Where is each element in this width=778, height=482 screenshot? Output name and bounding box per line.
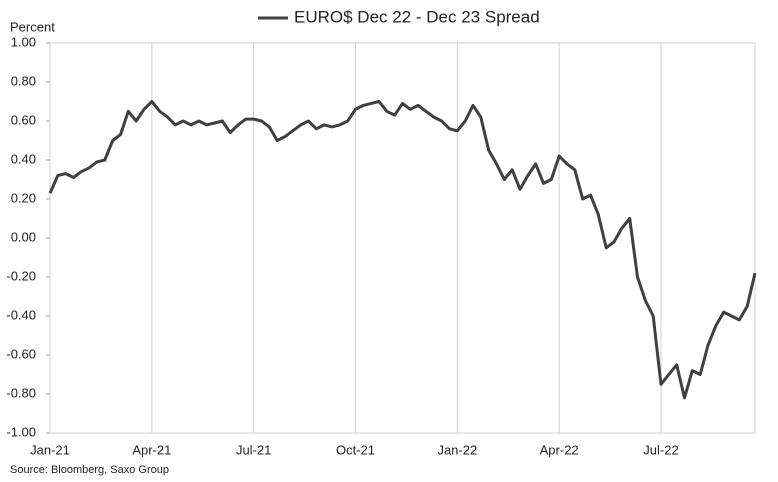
x-tick-label: Jul-21	[236, 442, 271, 457]
data-line	[48, 100, 757, 400]
y-tick-label: -0.60	[6, 346, 36, 361]
y-tick-label: 0.60	[11, 112, 36, 127]
plot-frame	[49, 42, 756, 434]
x-tick-label: Apr-22	[540, 442, 579, 457]
x-tick-label: Oct-21	[336, 442, 375, 457]
x-tick-label: Jan-21	[30, 442, 70, 457]
y-tick-label: 0.00	[11, 229, 36, 244]
y-tick-label: -0.80	[6, 385, 36, 400]
y-tick-label: -1.00	[6, 424, 36, 439]
y-tick-label: 1.00	[11, 34, 36, 49]
y-axis-label: Percent	[10, 19, 55, 34]
y-tick-label: 0.20	[11, 190, 36, 205]
y-tick-label: -0.20	[6, 268, 36, 283]
y-tick-label: 0.80	[11, 73, 36, 88]
source-note: Source: Bloomberg, Saxo Group	[10, 464, 169, 476]
y-tick-label: -0.40	[6, 307, 36, 322]
x-tick-label: Jul-22	[643, 442, 678, 457]
x-tick-label: Jan-22	[437, 442, 477, 457]
legend-label: EURO$ Dec 22 - Dec 23 Spread	[294, 7, 540, 26]
x-tick-label: Apr-21	[132, 442, 171, 457]
y-tick-label: 0.40	[11, 151, 36, 166]
